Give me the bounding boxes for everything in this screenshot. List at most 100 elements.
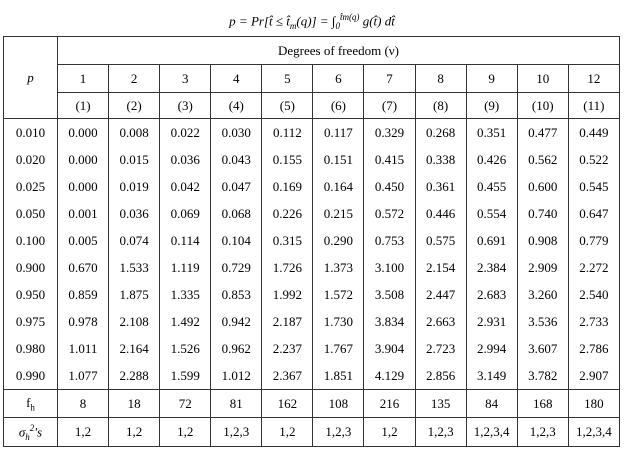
col-number: (8) (414, 92, 467, 119)
cell: 1.875 (108, 281, 161, 308)
cell: 0.942 (210, 308, 263, 335)
table-body: p Degrees of freedom (ν) 1 2 3 4 5 6 7 8 9 10 12 (1… (3, 36, 621, 447)
p-value: 0.975 (3, 308, 58, 335)
cell: 0.015 (108, 146, 161, 173)
cell: 2.154 (414, 254, 467, 281)
cell: 0.450 (363, 173, 416, 200)
cell: 0.978 (56, 308, 110, 335)
table-row: (1) (2) (3) (4) (5) (6) (7) (8) (9) (10) (11) (4, 92, 621, 119)
sigma-sub: h (25, 431, 30, 442)
cell: 1.335 (159, 281, 212, 308)
cell: 2.994 (465, 335, 518, 362)
col-number: (4) (210, 92, 263, 119)
fh-cell: 84 (465, 389, 518, 418)
df-header: 2 (108, 64, 161, 93)
p-value: 0.950 (3, 281, 58, 308)
cell: 1.119 (159, 254, 212, 281)
table-row: 0.050 0.001 0.036 0.069 0.068 0.226 0.215 0.572… (3, 200, 621, 227)
cell: 3.508 (363, 281, 416, 308)
cell: 1.992 (261, 281, 314, 308)
cell: 0.351 (465, 118, 518, 146)
sigma-cell: 1,2 (108, 417, 161, 447)
cell: 2.723 (414, 335, 467, 362)
cell: 0.729 (210, 254, 263, 281)
cell: 0.005 (56, 227, 110, 254)
formula-lower: 0 (335, 20, 340, 31)
p-value: 0.900 (3, 254, 58, 281)
cell: 0.415 (363, 146, 416, 173)
cell: 1.730 (312, 308, 365, 335)
cell: 0.600 (516, 173, 569, 200)
sigma-cell: 1,2 (261, 417, 314, 447)
cell: 0.647 (567, 200, 621, 227)
cell: 0.562 (516, 146, 569, 173)
cell: 0.426 (465, 146, 518, 173)
cell: 1.726 (261, 254, 314, 281)
cell: 0.554 (465, 200, 518, 227)
cell: 0.315 (261, 227, 314, 254)
df-header: 1 (56, 64, 110, 93)
cell: 3.904 (363, 335, 416, 362)
cell: 0.001 (56, 200, 110, 227)
cell: 2.683 (465, 281, 518, 308)
table-row: 0.020 0.000 0.015 0.036 0.043 0.155 0.151 0.415… (3, 146, 621, 173)
cell: 2.786 (567, 335, 621, 362)
cell: 0.043 (210, 146, 263, 173)
cell: 0.572 (363, 200, 416, 227)
col-number: (11) (567, 92, 621, 119)
fh-sub: h (30, 402, 35, 413)
cell: 0.522 (567, 146, 621, 173)
cell: 0.753 (363, 227, 416, 254)
cell: 0.019 (108, 173, 161, 200)
p-value: 0.025 (3, 173, 58, 200)
cell: 2.931 (465, 308, 518, 335)
table: p Degrees of freedom (ν) 1 2 3 4 5 6 7 8 9 10 12 (1… (3, 36, 621, 447)
p-value: 0.100 (3, 227, 58, 254)
col-number: (9) (465, 92, 518, 119)
fh-cell: 108 (312, 389, 365, 418)
cell: 2.272 (567, 254, 621, 281)
formula-lhs: p = Pr[t̂ ≤ t̂ (229, 13, 290, 29)
cell: 0.449 (567, 118, 621, 146)
sigma-cell: 1,2,3 (414, 417, 467, 447)
cell: 3.834 (363, 308, 416, 335)
df-header: 10 (516, 64, 569, 93)
cell: 0.268 (414, 118, 467, 146)
cell: 2.733 (567, 308, 621, 335)
cell: 1.492 (159, 308, 212, 335)
cell: 0.114 (159, 227, 212, 254)
cell: 3.782 (516, 362, 569, 390)
cell: 3.536 (516, 308, 569, 335)
cell: 1.526 (159, 335, 212, 362)
cell: 2.237 (261, 335, 314, 362)
fh-base: f (26, 394, 31, 410)
df-header: 7 (363, 64, 416, 93)
sigma-cell: 1,2 (56, 417, 110, 447)
cell: 0.908 (516, 227, 569, 254)
cell: 0.000 (56, 146, 110, 173)
fh-cell: 72 (159, 389, 212, 418)
cell: 0.853 (210, 281, 263, 308)
cell: 2.856 (414, 362, 467, 390)
col-number: (7) (363, 92, 416, 119)
cell: 0.042 (159, 173, 212, 200)
cell: 0.069 (159, 200, 212, 227)
cell: 0.545 (567, 173, 621, 200)
fh-cell: 162 (261, 389, 314, 418)
cell: 0.338 (414, 146, 467, 173)
cell: 0.962 (210, 335, 263, 362)
fh-cell: 8 (56, 389, 110, 418)
cell: 0.226 (261, 200, 314, 227)
corner: p (3, 36, 58, 119)
cell: 0.074 (108, 227, 161, 254)
cell: 0.477 (516, 118, 569, 146)
cell: 1.077 (56, 362, 110, 390)
fh-cell: 216 (363, 389, 416, 418)
sigma-suffix: 's (34, 423, 43, 439)
cell: 0.036 (159, 146, 212, 173)
p-value: 0.010 (3, 118, 58, 146)
sigma-cell: 1,2 (363, 417, 416, 447)
col-number: (3) (159, 92, 212, 119)
cell: 2.164 (108, 335, 161, 362)
